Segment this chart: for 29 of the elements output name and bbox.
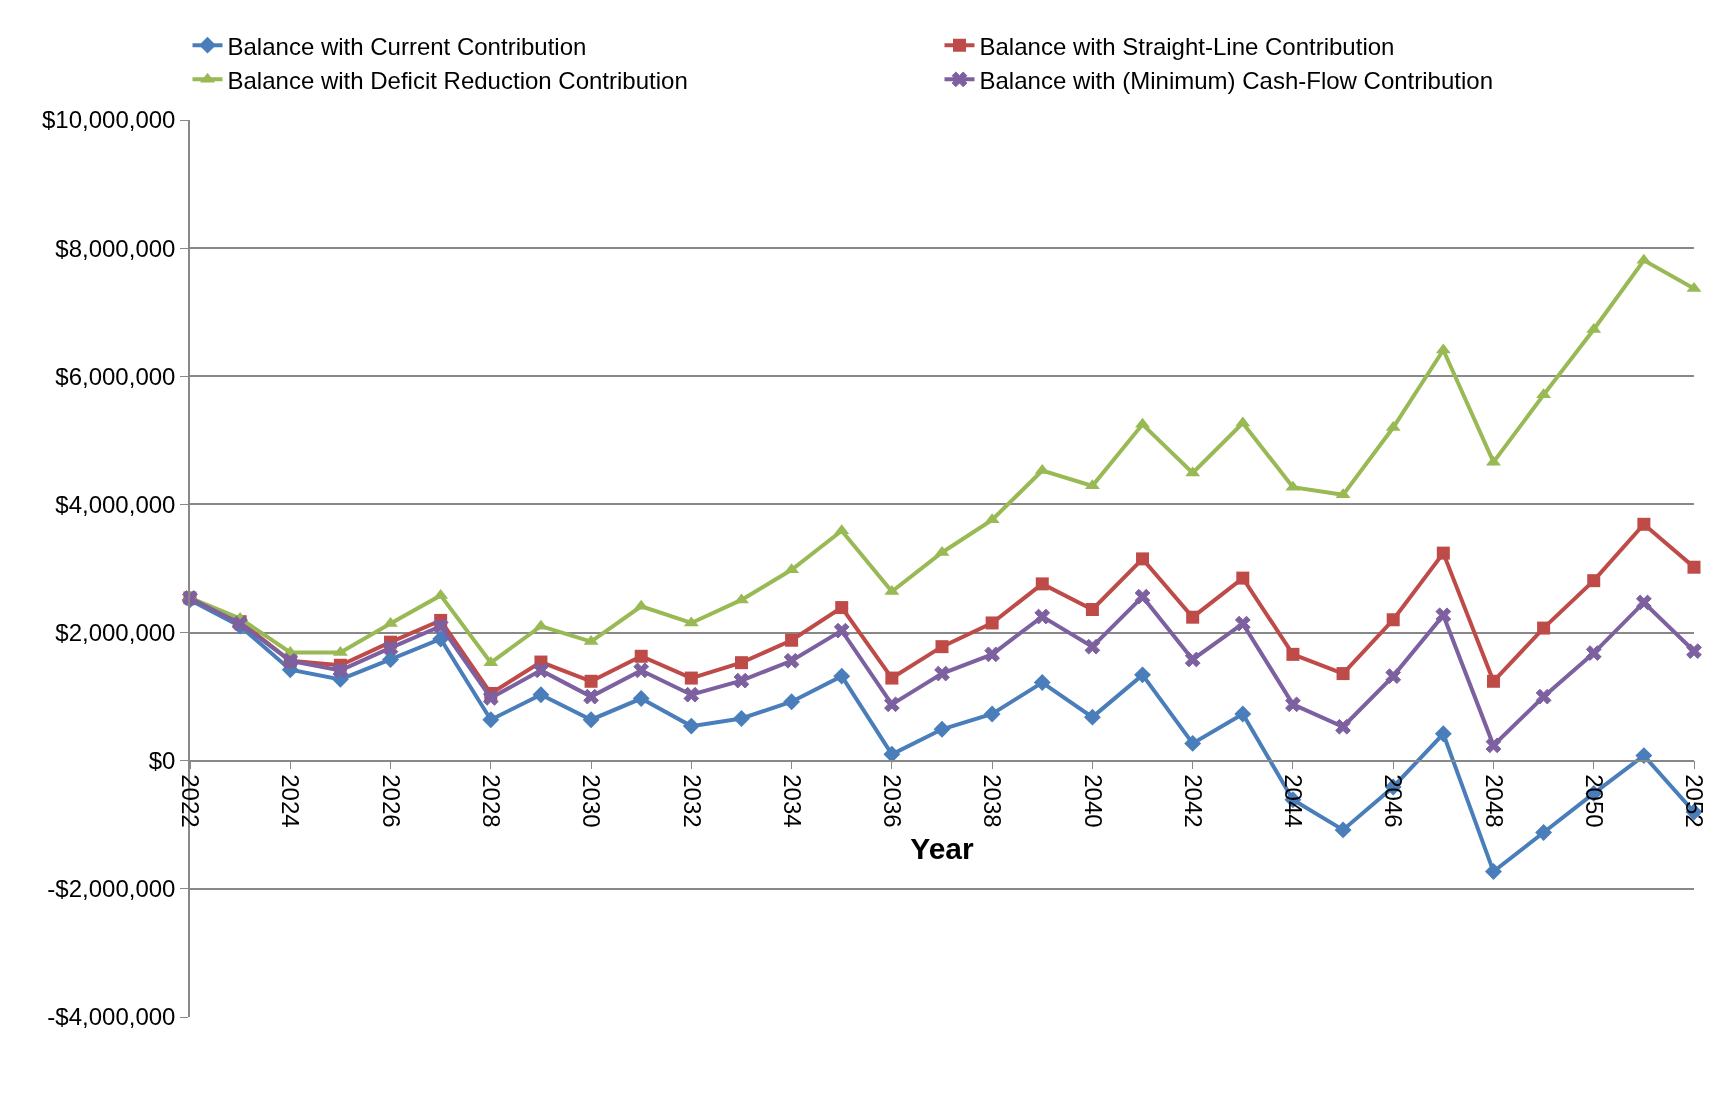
x-tick-label: 2028 bbox=[478, 774, 505, 828]
x-tick-label: 2046 bbox=[1380, 774, 1408, 828]
x-tick-label: 2034 bbox=[778, 774, 806, 828]
y-tick-label: -$4,000,000 bbox=[47, 1003, 176, 1031]
x-tick-label: 2040 bbox=[1079, 774, 1107, 828]
x-tick-label: 2042 bbox=[1179, 774, 1207, 828]
y-tick-label: $2,000,000 bbox=[55, 618, 176, 646]
x-tick-label: 2024 bbox=[277, 774, 305, 828]
x-tick-label: 2044 bbox=[1280, 774, 1308, 828]
legend-label: Balance with Straight-Line Contribution bbox=[979, 32, 1395, 60]
x-tick-label: 2050 bbox=[1580, 774, 1608, 828]
y-tick-label: $8,000,000 bbox=[55, 234, 176, 262]
x-axis-title: Year bbox=[910, 831, 975, 865]
x-tick-label: 2032 bbox=[678, 774, 706, 828]
x-tick-label: 2030 bbox=[578, 774, 606, 828]
x-tick-label: 2048 bbox=[1480, 774, 1508, 828]
x-tick-label: 2022 bbox=[177, 774, 205, 828]
x-tick-label: 2052 bbox=[1681, 774, 1709, 828]
y-tick-label: $6,000,000 bbox=[55, 362, 176, 390]
legend-label: Balance with Current Contribution bbox=[227, 32, 587, 60]
y-tick-label: $4,000,000 bbox=[55, 490, 176, 518]
legend-label: Balance with Deficit Reduction Contribution bbox=[227, 66, 688, 94]
y-tick-label: $0 bbox=[148, 747, 176, 775]
y-tick-label: $10,000,000 bbox=[41, 106, 176, 134]
x-tick-label: 2036 bbox=[879, 774, 907, 828]
y-tick-label: -$2,000,000 bbox=[47, 875, 176, 903]
legend-label: Balance with (Minimum) Cash-Flow Contribution bbox=[979, 66, 1494, 94]
x-tick-label: 2026 bbox=[377, 774, 405, 828]
x-tick-label: 2038 bbox=[979, 774, 1007, 828]
